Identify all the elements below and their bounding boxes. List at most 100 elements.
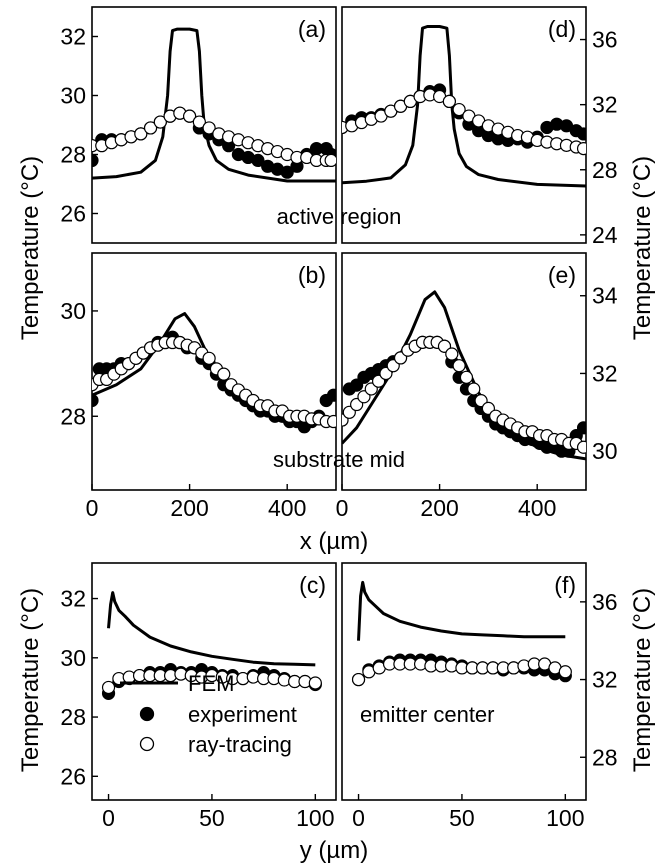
y-tick-label: 28: [60, 704, 86, 730]
raytracing-point: [558, 665, 572, 679]
legend-experiment-label: experiment: [188, 702, 297, 727]
panel-b: 28 30 0 200 400 (b): [60, 252, 337, 521]
y-axis-title-right-bottom: Temperature (°C): [629, 588, 656, 772]
raytracing-point: [326, 414, 336, 429]
y-axis-title-left-top: Temperature (°C): [17, 156, 44, 340]
fem-line: [107, 591, 316, 667]
panel-frame: [91, 562, 337, 801]
raytracing-point: [134, 127, 148, 141]
y-tick-label: 32: [592, 360, 618, 386]
raytracing-point: [442, 94, 456, 109]
y-tick-label: 30: [60, 298, 86, 324]
annotation-active-region: active region: [277, 204, 402, 229]
x-tick-label: 0: [352, 805, 365, 831]
x-axis-title-top: x (µm): [300, 528, 368, 555]
y-axis-title-right-top: Temperature (°C): [629, 156, 656, 340]
x-tick-label: 0: [336, 495, 349, 521]
plot-area: [342, 25, 586, 188]
y-tick-label: 26: [60, 201, 86, 227]
raytracing-point: [576, 440, 586, 454]
y-tick-label: 26: [60, 763, 86, 789]
plot-area: [92, 312, 336, 434]
raytracing-point: [467, 382, 481, 396]
raytracing-point: [101, 680, 116, 695]
legend-experiment-marker: [139, 706, 155, 722]
y-tick-label: 24: [592, 222, 618, 248]
panel-d: 24 28 32 36 (d): [341, 6, 618, 248]
experiment-point: [326, 388, 336, 402]
panel-frame: [91, 6, 337, 244]
panel-e: 30 32 34 0 200 400 (e): [336, 252, 618, 521]
plot-area: [101, 591, 322, 700]
raytracing-point: [308, 676, 322, 690]
y-tick-label: 32: [60, 586, 86, 612]
panel-letter: (c): [299, 572, 326, 598]
panel-a: 26 28 30 32 (a): [60, 6, 337, 244]
legend: FEM experiment ray-tracing: [120, 671, 297, 757]
panel-letter: (e): [548, 262, 576, 288]
annotation-emitter-center: emitter center: [360, 702, 495, 727]
x-tick-label: 50: [199, 805, 225, 831]
raytracing-point: [217, 367, 231, 381]
panel-letter: (d): [548, 16, 576, 42]
raytracing-point: [576, 142, 586, 156]
raytracing-point: [351, 672, 366, 687]
annotation-substrate-mid: substrate mid: [273, 447, 405, 472]
panel-letter: (b): [298, 262, 326, 288]
experiment-point: [576, 127, 586, 141]
x-tick-label: 50: [449, 805, 475, 831]
legend-raytracing-marker: [139, 736, 155, 752]
panel-f: 28 32 36 0 50 100 (f): [341, 562, 618, 831]
fem-line: [92, 27, 336, 183]
experiment-point: [92, 153, 99, 167]
raytracing-point: [192, 115, 206, 129]
fem-line: [342, 25, 586, 188]
x-axis-title-bottom: y (µm): [300, 837, 368, 864]
x-tick-label: 200: [420, 495, 458, 521]
y-tick-label: 32: [592, 667, 618, 693]
raytracing-point: [202, 351, 216, 365]
y-tick-label: 28: [60, 142, 86, 168]
y-tick-label: 28: [592, 157, 618, 183]
x-tick-label: 0: [102, 805, 115, 831]
panel-frame: [341, 252, 587, 491]
panel-letter: (a): [298, 16, 326, 42]
raytracing-point: [153, 115, 167, 129]
raytracing-point: [183, 109, 197, 123]
raytracing-point: [452, 102, 466, 117]
x-tick-label: 100: [296, 805, 334, 831]
x-tick-label: 400: [518, 495, 556, 521]
x-tick-label: 400: [268, 495, 306, 521]
y-tick-label: 30: [60, 83, 86, 109]
x-tick-label: 200: [170, 495, 208, 521]
x-tick-label: 0: [86, 495, 99, 521]
y-tick-label: 36: [592, 27, 618, 53]
panel-letter: (f): [554, 572, 576, 598]
y-tick-label: 32: [592, 92, 618, 118]
panel-frame: [91, 252, 337, 491]
plot-area: [92, 27, 336, 183]
panel-c: 26 28 30 32 0 50 100 (c): [60, 562, 337, 831]
plot-area: [351, 580, 572, 687]
panel-frame: [341, 562, 587, 801]
y-tick-label: 30: [592, 438, 618, 464]
y-tick-label: 36: [592, 589, 618, 615]
legend-fem-label: FEM: [188, 671, 234, 696]
plot-area: [342, 290, 586, 461]
y-tick-label: 30: [60, 645, 86, 671]
raytracing-point: [324, 153, 336, 167]
experiment-point: [576, 421, 586, 435]
y-axis-title-left-bottom: Temperature (°C): [17, 588, 44, 772]
experiment-point: [251, 153, 265, 167]
raytracing-point: [202, 121, 216, 135]
raytracing-point: [445, 347, 459, 361]
y-tick-label: 32: [60, 24, 86, 50]
raytracing-point: [143, 121, 158, 135]
legend-raytracing-label: ray-tracing: [188, 732, 292, 757]
raytracing-point: [452, 359, 466, 373]
x-tick-label: 100: [546, 805, 584, 831]
y-tick-label: 28: [60, 403, 86, 429]
y-tick-label: 34: [592, 283, 618, 309]
experiment-point: [280, 165, 294, 179]
